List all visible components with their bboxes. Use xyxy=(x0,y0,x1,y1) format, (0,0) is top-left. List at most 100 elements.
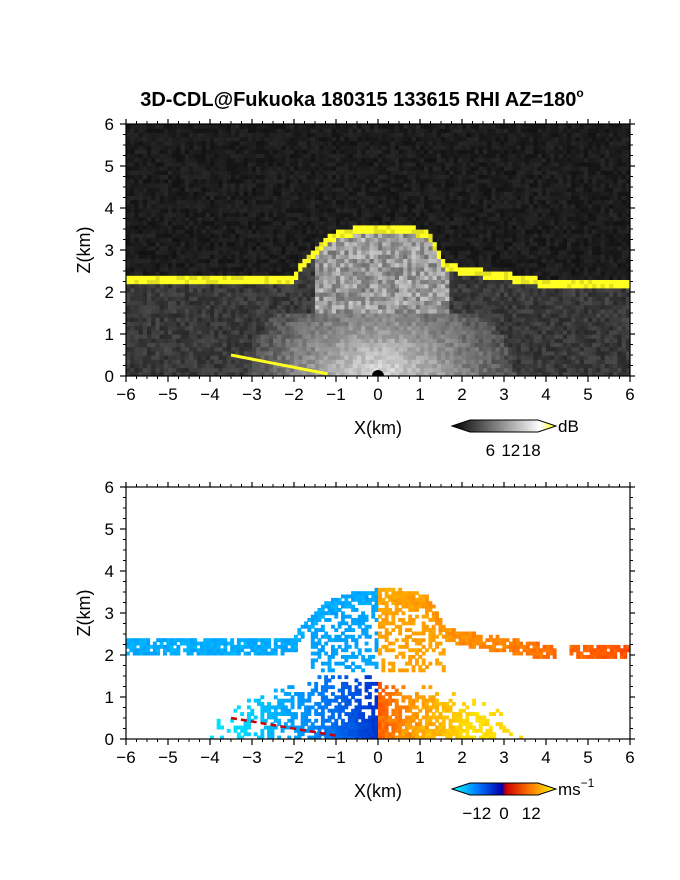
intensity-cell xyxy=(172,136,177,142)
intensity-cell xyxy=(462,224,467,230)
intensity-cell xyxy=(218,350,224,356)
intensity-cell xyxy=(298,178,303,184)
intensity-cell xyxy=(134,224,140,230)
intensity-cell xyxy=(386,187,392,192)
intensity-cell xyxy=(273,224,278,230)
intensity-cell xyxy=(319,216,324,222)
intensity-cell xyxy=(424,287,429,293)
intensity-cell xyxy=(453,292,459,297)
intensity-cell xyxy=(294,195,299,201)
intensity-cell xyxy=(361,166,366,171)
intensity-cell xyxy=(256,208,261,213)
intensity-cell xyxy=(264,363,270,369)
intensity-cell xyxy=(218,166,224,171)
intensity-cell xyxy=(256,128,261,133)
intensity-cell xyxy=(441,153,446,159)
intensity-cell xyxy=(180,283,186,289)
intensity-cell xyxy=(390,140,396,146)
intensity-cell xyxy=(457,296,463,301)
intensity-cell xyxy=(281,166,287,171)
intensity-cell xyxy=(281,266,287,272)
intensity-cell xyxy=(336,212,341,217)
intensity-cell xyxy=(344,321,350,327)
intensity-cell xyxy=(159,266,165,272)
intensity-cell xyxy=(147,191,152,196)
intensity-cell xyxy=(319,304,324,310)
intensity-cell xyxy=(189,300,194,306)
intensity-cell xyxy=(138,174,144,180)
intensity-cell xyxy=(289,178,295,184)
intensity-cell xyxy=(294,317,299,322)
intensity-cell xyxy=(189,287,194,293)
intensity-cell xyxy=(399,342,404,348)
intensity-cell xyxy=(226,220,232,226)
intensity-cell xyxy=(281,296,287,301)
intensity-cell xyxy=(466,170,471,175)
intensity-cell xyxy=(306,258,312,264)
intensity-cell xyxy=(336,145,341,150)
intensity-cell xyxy=(214,212,219,217)
intensity-cell xyxy=(361,292,366,297)
intensity-cell xyxy=(310,262,316,268)
intensity-cell xyxy=(155,287,161,293)
intensity-cell xyxy=(462,283,467,289)
intensity-cell xyxy=(378,334,383,339)
intensity-cell xyxy=(365,279,371,285)
intensity-cell xyxy=(147,245,152,251)
intensity-cell xyxy=(281,174,287,180)
intensity-cell xyxy=(289,161,295,167)
intensity-cell xyxy=(126,212,131,217)
intensity-cell xyxy=(432,346,438,352)
intensity-cell xyxy=(168,304,173,310)
intensity-cell xyxy=(172,262,177,268)
intensity-cell xyxy=(247,367,253,373)
intensity-cell xyxy=(331,212,337,217)
intensity-cell xyxy=(264,145,270,150)
intensity-cell xyxy=(163,287,169,293)
intensity-cell xyxy=(415,145,421,150)
intensity-cell xyxy=(365,367,371,373)
intensity-cell xyxy=(231,266,236,272)
intensity-cell xyxy=(247,308,253,314)
intensity-cell xyxy=(239,350,245,356)
intensity-cell xyxy=(159,262,165,268)
intensity-cell xyxy=(260,271,266,276)
intensity-cell xyxy=(336,203,341,209)
intensity-cell xyxy=(466,350,471,356)
intensity-cell xyxy=(268,199,274,205)
intensity-cell xyxy=(197,149,203,154)
intensity-cell xyxy=(239,371,245,376)
intensity-cell xyxy=(159,292,165,297)
intensity-cell xyxy=(243,262,249,268)
intensity-cell xyxy=(436,287,442,293)
intensity-cell xyxy=(277,182,282,188)
intensity-cell xyxy=(130,266,135,272)
intensity-cell xyxy=(273,195,278,201)
intensity-cell xyxy=(155,212,161,217)
intensity-cell xyxy=(218,258,224,264)
intensity-cell xyxy=(159,132,165,138)
intensity-cell xyxy=(180,224,186,230)
intensity-cell xyxy=(445,199,450,205)
intensity-cell xyxy=(163,128,169,133)
intensity-cell xyxy=(155,325,161,331)
intensity-cell xyxy=(239,317,245,322)
intensity-cell xyxy=(457,304,463,310)
intensity-cell xyxy=(373,203,379,209)
intensity-cell xyxy=(411,203,417,209)
intensity-cell xyxy=(302,224,308,230)
intensity-cell xyxy=(378,208,383,213)
intensity-cell xyxy=(252,321,257,327)
intensity-cell xyxy=(357,355,362,360)
intensity-cell xyxy=(361,187,366,192)
intensity-cell xyxy=(294,355,299,360)
intensity-cell xyxy=(432,325,438,331)
intensity-cell xyxy=(357,174,362,180)
intensity-cell xyxy=(159,195,165,201)
intensity-cell xyxy=(315,145,320,150)
intensity-cell xyxy=(403,367,408,373)
intensity-cell xyxy=(382,355,387,360)
intensity-cell xyxy=(151,308,156,314)
intensity-cell xyxy=(466,166,471,171)
intensity-cell xyxy=(268,187,274,192)
